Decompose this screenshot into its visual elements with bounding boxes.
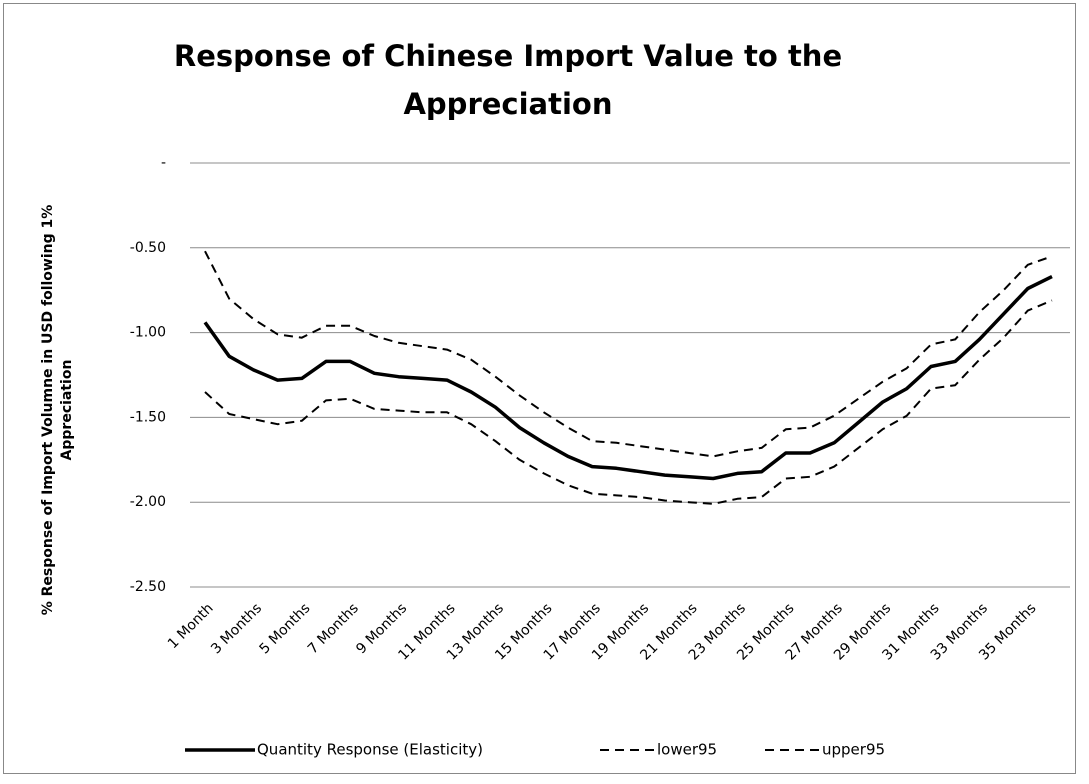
- legend-item: upper95: [765, 741, 885, 759]
- y-tick-label: -2.50: [130, 579, 166, 595]
- chart-title: Appreciation: [403, 87, 612, 121]
- chart-border: [3, 3, 1076, 774]
- y-tick-label: -1.50: [130, 409, 166, 425]
- y-tick-label: -2.00: [130, 494, 166, 510]
- legend-item: Quantity Response (Elasticity): [185, 741, 483, 759]
- chart-title: Response of Chinese Import Value to the: [174, 39, 842, 73]
- legend-label: Quantity Response (Elasticity): [257, 741, 483, 759]
- y-tick-label: -: [161, 155, 166, 171]
- data-line: [203, 275, 1053, 481]
- legend-label: upper95: [822, 741, 885, 759]
- y-axis-title-line: Appreciation: [59, 360, 75, 461]
- data-line: [204, 299, 1053, 505]
- y-axis-title: % Response of Import Volumne in USD foll…: [40, 205, 75, 616]
- y-axis-title-line: % Response of Import Volumne in USD foll…: [40, 205, 56, 616]
- y-tick-label: -1.00: [130, 325, 166, 341]
- y-tick-label: -0.50: [130, 240, 166, 256]
- legend-item: lower95: [600, 741, 717, 759]
- legend-label: lower95: [657, 741, 717, 759]
- data-line: [204, 250, 1053, 458]
